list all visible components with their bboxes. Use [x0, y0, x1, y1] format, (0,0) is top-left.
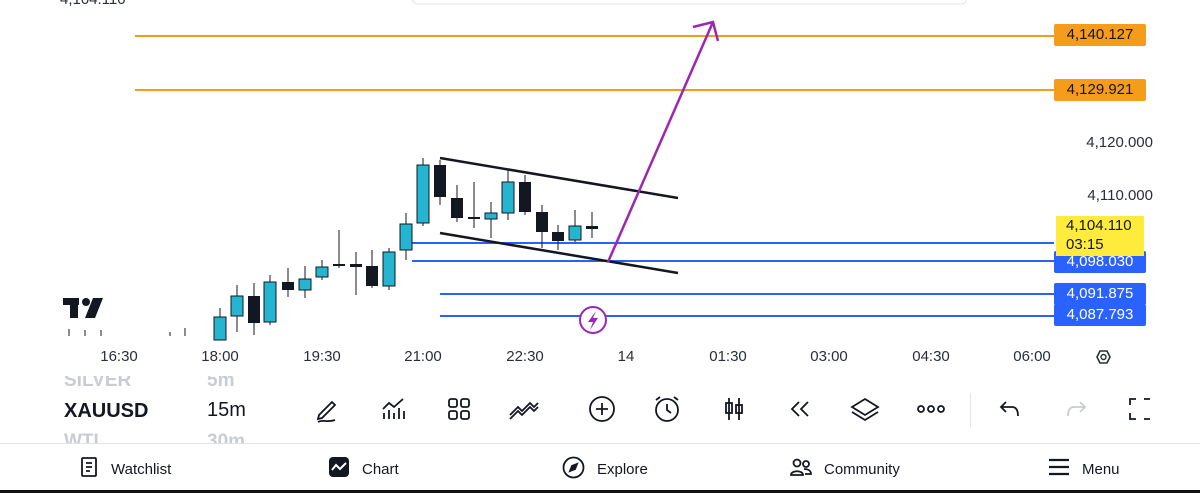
time-axis-label: 03:00 [810, 348, 848, 365]
current-price-badge[interactable]: 4,104.110 03:15 [1056, 216, 1144, 256]
candle [333, 230, 345, 268]
candle-type-icon[interactable] [718, 393, 750, 425]
level-badge-blue[interactable]: 4,091.875 [1054, 283, 1146, 305]
draw-pen-icon[interactable] [311, 393, 343, 425]
nav-chart-label: Chart [362, 460, 399, 478]
price-axis-label: 4,120.000 [1086, 134, 1153, 151]
candle [315, 260, 329, 280]
bottom-nav: Watchlist Chart Explore Community Menu [0, 443, 1200, 494]
projection-arrowhead [692, 20, 720, 42]
nav-menu[interactable]: Menu [1048, 444, 1120, 494]
templates-icon[interactable] [443, 393, 475, 425]
candle [350, 252, 362, 295]
candle [399, 213, 413, 260]
time-axis-label: 19:30 [303, 348, 341, 365]
candle [501, 170, 515, 220]
nav-community[interactable]: Community [790, 444, 900, 494]
layers-icon[interactable] [849, 393, 881, 425]
candle [213, 308, 227, 341]
nav-watchlist-label: Watchlist [111, 460, 172, 478]
alert-icon[interactable] [651, 393, 683, 425]
nav-community-label: Community [824, 460, 900, 478]
compass-icon [562, 456, 585, 483]
candle [552, 225, 564, 250]
time-axis-label: 14 [617, 348, 635, 365]
symbol-next: WTI [64, 431, 99, 443]
candle [434, 160, 446, 205]
level-badge-orange[interactable]: 4,140.127 [1054, 24, 1146, 46]
time-axis-label: 06:00 [1013, 348, 1051, 365]
redo-icon[interactable] [1060, 393, 1092, 425]
candle [568, 210, 582, 242]
indicators-icon[interactable] [377, 393, 409, 425]
add-icon[interactable] [586, 393, 618, 425]
trend-tools-icon[interactable] [508, 393, 540, 425]
channel-lower-line [439, 231, 679, 275]
nav-explore-label: Explore [597, 460, 648, 478]
nav-watchlist[interactable]: Watchlist [79, 444, 171, 494]
level-badge-orange[interactable]: 4,129.921 [1054, 79, 1146, 101]
candle [586, 212, 598, 238]
candle [416, 158, 430, 226]
time-axis-label: 04:30 [912, 348, 950, 365]
channel-upper-line [439, 156, 679, 200]
level-badge-blue[interactable]: 4,087.793 [1054, 304, 1146, 326]
lightning-event-icon[interactable] [579, 306, 607, 334]
time-axis-label: 16:30 [100, 348, 138, 365]
price-axis-label: 4,110.000 [1087, 187, 1153, 204]
level-badge-blue-hidden[interactable]: 4,098.030 [1054, 251, 1146, 273]
interval-label: 15m [207, 399, 246, 421]
candle [519, 175, 531, 215]
screen-bottom-edge [0, 490, 1200, 493]
undo-icon[interactable] [994, 393, 1026, 425]
symbol-prev: SILVER [64, 376, 132, 391]
toolbar-divider [970, 393, 971, 427]
bar-countdown: 03:15 [1066, 236, 1104, 253]
interval-next: 30m [207, 431, 246, 443]
candle [230, 285, 244, 332]
candle [382, 248, 396, 290]
time-axis-label: 01:30 [709, 348, 747, 365]
chart-settings-icon[interactable] [1096, 350, 1111, 364]
watchlist-icon [79, 456, 99, 482]
nav-menu-label: Menu [1082, 460, 1120, 478]
time-axis-label: 18:00 [201, 348, 239, 365]
candle [451, 185, 463, 222]
fullscreen-icon[interactable] [1124, 393, 1156, 425]
chart-area[interactable]: 4,104.110 4,120.000 4,110.000 4,140.127 … [0, 0, 1200, 376]
more-icon[interactable] [915, 393, 947, 425]
nav-chart[interactable]: Chart [328, 444, 399, 494]
candle [248, 283, 260, 335]
candle [263, 275, 277, 325]
symbol-name: XAUUSD [64, 400, 149, 422]
time-axis-label: 22:30 [506, 348, 544, 365]
current-price: 4,104.110 [1066, 217, 1132, 234]
community-icon [790, 457, 812, 481]
candle [468, 182, 480, 228]
replay-icon[interactable] [783, 393, 815, 425]
candle [282, 268, 294, 297]
nav-explore[interactable]: Explore [562, 444, 648, 494]
popup-edge [411, 0, 968, 5]
menu-icon [1048, 458, 1070, 480]
interval-prev: 5m [207, 376, 235, 391]
chart-icon [328, 456, 350, 482]
candles [184, 158, 598, 341]
chart-canvas[interactable] [0, 0, 1200, 376]
candle [484, 202, 498, 238]
candle [536, 205, 548, 248]
projection-arrow [606, 21, 715, 263]
top-price-label: 4,104.110 [60, 0, 126, 8]
symbol-picker[interactable]: SILVER 5m XAUUSD 15m WTI 30m [0, 376, 280, 443]
candle [366, 250, 378, 288]
candle [298, 266, 312, 298]
time-axis-label: 21:00 [404, 348, 442, 365]
tradingview-logo-icon [63, 298, 103, 318]
